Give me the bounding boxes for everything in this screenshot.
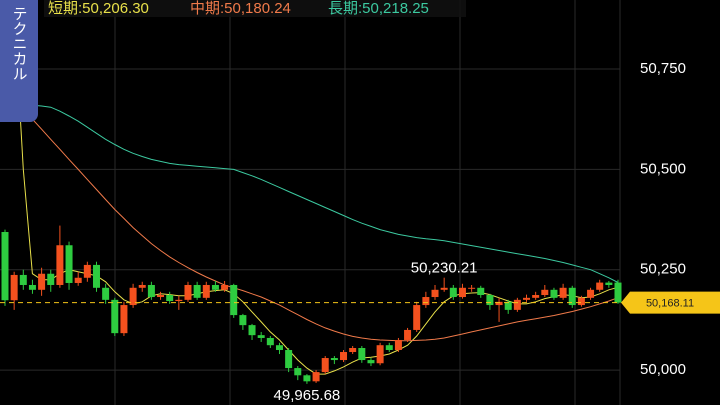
candle-body	[111, 299, 119, 334]
candle-body	[285, 350, 293, 369]
candle-body	[367, 360, 375, 364]
candle-body	[147, 284, 155, 298]
y-tick-label: 50,000	[640, 361, 686, 378]
candle-body	[211, 284, 219, 290]
candle-body	[422, 297, 430, 306]
candle-body	[495, 301, 503, 306]
candle-body	[486, 295, 494, 306]
candle-body	[157, 295, 165, 298]
candle-body	[404, 329, 412, 340]
candle-body	[83, 264, 91, 278]
candle-body	[275, 345, 283, 351]
candle-body	[166, 295, 174, 302]
candle-body	[559, 287, 567, 298]
candle-body	[358, 348, 366, 361]
candle-body	[550, 289, 558, 298]
current-price-badge	[621, 291, 720, 314]
candle-body	[221, 284, 229, 290]
candle-body	[614, 282, 622, 303]
ma-line	[13, 8, 619, 375]
candle-body	[431, 289, 439, 298]
candle-body	[568, 287, 576, 306]
candle-body	[321, 358, 329, 373]
candle-body	[47, 273, 55, 285]
candle-body	[38, 273, 46, 290]
legend-entry: 中期:50,180.24	[190, 0, 291, 17]
candle-body	[385, 345, 393, 351]
candle-body	[468, 287, 476, 289]
candle-body	[477, 287, 485, 296]
candle-body	[458, 287, 466, 298]
candle-body	[138, 284, 146, 288]
candle-body	[349, 348, 357, 353]
candle-body	[102, 287, 110, 300]
extreme-label: 50,230.21	[411, 260, 478, 277]
candle-body	[10, 274, 18, 301]
ma-line	[4, 94, 619, 342]
candle-body	[28, 284, 36, 290]
current-price-label: 50,168.11	[646, 298, 694, 310]
candle-body	[230, 284, 238, 316]
candle-body	[394, 339, 402, 351]
candle-body	[440, 287, 448, 290]
candle-body	[596, 282, 604, 290]
y-tick-label: 50,750	[640, 60, 686, 77]
candle-body	[303, 375, 311, 382]
candle-body	[523, 297, 531, 300]
candle-body	[257, 335, 265, 338]
candle-body	[330, 358, 338, 361]
candle-body	[541, 289, 549, 296]
candle-body	[92, 264, 100, 288]
candle-body	[294, 368, 302, 376]
extreme-label: 49,965.68	[274, 387, 341, 404]
candle-body	[532, 295, 540, 298]
candle-body	[413, 305, 421, 330]
candle-body	[1, 232, 9, 301]
candle-body	[266, 337, 274, 346]
y-tick-label: 50,250	[640, 261, 686, 278]
legend-box	[44, 0, 466, 17]
candle-body	[239, 315, 247, 326]
candle-body	[202, 284, 210, 298]
candle-body	[248, 325, 256, 336]
legend-entry: 短期:50,206.30	[48, 0, 149, 17]
candle-body	[340, 352, 348, 361]
candle-body	[587, 289, 595, 298]
candle-body	[74, 277, 82, 283]
candle-body	[312, 372, 320, 382]
candle-body	[449, 287, 457, 298]
candle-body	[56, 245, 64, 285]
legend-entry: 長期:50,218.25	[328, 0, 429, 17]
candle-body	[193, 284, 201, 298]
candle-body	[19, 274, 27, 285]
candle-body	[504, 301, 512, 310]
technical-button[interactable]: テクニカル	[0, 0, 38, 122]
candle-body	[120, 305, 128, 334]
candle-body	[376, 345, 384, 364]
candle-body	[129, 287, 137, 306]
candle-body	[605, 282, 613, 285]
y-tick-label: 50,500	[640, 160, 686, 177]
candle-body	[184, 284, 192, 300]
ma-line	[4, 104, 619, 283]
candle-body	[65, 245, 73, 283]
candle-body	[577, 297, 585, 306]
candle-body	[175, 299, 183, 302]
candle-body	[513, 299, 521, 310]
